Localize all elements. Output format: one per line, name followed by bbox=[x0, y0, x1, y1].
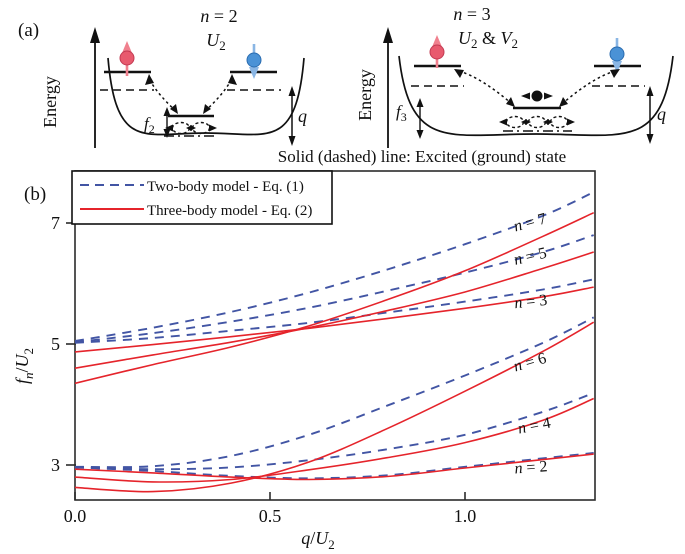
legend-label-two-body: Two-body model - Eq. (1) bbox=[147, 179, 304, 195]
arrowhead-icon bbox=[163, 129, 171, 138]
label-n2: n = 2 bbox=[514, 458, 548, 477]
arrowhead-icon bbox=[288, 86, 296, 96]
arrow-left-icon bbox=[186, 125, 192, 131]
arrowhead-icon bbox=[646, 86, 654, 96]
curve-n2-two-body bbox=[75, 451, 594, 480]
curves-layer bbox=[75, 191, 595, 493]
curve-annotations: n = 7 n = 5 n = 3 n = 6 n = 4 n = 2 bbox=[512, 210, 552, 477]
left-well-diagram: Energy n = 2 U2 bbox=[40, 6, 307, 148]
curve-n5-three-body bbox=[75, 251, 594, 369]
center-atom bbox=[521, 90, 553, 102]
arc-arrowhead-icon bbox=[559, 97, 568, 107]
arrow-left-icon bbox=[499, 118, 507, 126]
curve-n4-two-body bbox=[75, 392, 595, 471]
label-n6: n = 6 bbox=[512, 350, 548, 375]
energy-axis-arrowhead bbox=[90, 27, 100, 43]
f2-label: f2 bbox=[144, 114, 155, 136]
arc-arrowhead-icon bbox=[145, 74, 154, 85]
arrow-right-icon bbox=[544, 92, 553, 100]
label-n3: n = 3 bbox=[514, 292, 549, 312]
label-n4: n = 4 bbox=[517, 415, 553, 438]
arrow-left-icon bbox=[521, 119, 527, 125]
f3-label: f3 bbox=[396, 102, 407, 124]
curve-n5-two-body bbox=[75, 234, 595, 344]
label-n5: n = 5 bbox=[512, 245, 548, 269]
curve-n2-three-body bbox=[75, 453, 594, 481]
arrow-left-icon bbox=[165, 124, 173, 132]
excitation-arc-right bbox=[204, 78, 233, 112]
x-tick-label: 1.0 bbox=[454, 506, 477, 526]
panel-a-caption: Solid (dashed) line: Excited (ground) st… bbox=[278, 147, 566, 166]
left-well-interaction-label: U2 bbox=[206, 30, 226, 53]
excitation-arc-left bbox=[148, 78, 177, 112]
right-well-title: n = 3 bbox=[453, 4, 490, 24]
q-label: q bbox=[298, 106, 307, 126]
curve-n3-three-body bbox=[75, 286, 594, 353]
arrow-left-icon bbox=[521, 92, 530, 100]
x-tick-label: 0.0 bbox=[64, 506, 87, 526]
excitation-arc-left bbox=[458, 70, 513, 105]
delocalized-atom bbox=[549, 115, 569, 129]
spin-up-arrow-icon bbox=[122, 41, 132, 53]
legend-label-three-body: Three-body model - Eq. (2) bbox=[147, 203, 312, 219]
y-tick-label: 7 bbox=[51, 213, 60, 233]
arrow-right-icon bbox=[209, 124, 217, 132]
spin-down-atom bbox=[609, 38, 625, 73]
x-axis: 0.0 0.5 1.0 q/U2 bbox=[64, 492, 477, 552]
arrow-left-icon bbox=[543, 119, 549, 125]
arrowhead-icon bbox=[163, 107, 171, 116]
curve-n7-three-body bbox=[75, 211, 595, 385]
spin-down-arrow-icon bbox=[612, 61, 622, 73]
panel-b-chart: (b) 3 5 7 fn/U2 0.0 0.5 1.0 q/U2 n = 7n … bbox=[12, 170, 596, 552]
arc-arrowhead-icon bbox=[203, 104, 211, 114]
spin-up-atom bbox=[429, 35, 445, 68]
arc-arrowhead-icon bbox=[610, 69, 620, 78]
spin-down-atom bbox=[246, 44, 262, 79]
curve-n3-two-body bbox=[75, 278, 594, 344]
potential-well-curve bbox=[398, 55, 674, 137]
right-well-diagram: Energy n = 3 U2 & V2 bbox=[355, 4, 674, 148]
x-axis-title: q/U2 bbox=[301, 528, 335, 552]
arrowhead-icon bbox=[646, 134, 654, 144]
curve-n4-three-body bbox=[75, 397, 595, 483]
arrowhead-icon bbox=[416, 130, 424, 139]
arrow-right-icon bbox=[567, 118, 575, 126]
panel-b-label: (b) bbox=[24, 184, 46, 205]
legend: Two-body model - Eq. (1) Three-body mode… bbox=[71, 170, 333, 225]
panel-a-label: (a) bbox=[18, 20, 39, 41]
q-label: q bbox=[657, 104, 666, 124]
label-n7: n = 7 bbox=[512, 210, 548, 235]
y-axis-title: fn/U2 bbox=[12, 348, 36, 384]
y-axis: 3 5 7 fn/U2 bbox=[12, 213, 76, 475]
x-tick-label: 0.5 bbox=[259, 506, 282, 526]
arrowhead-icon bbox=[416, 98, 424, 107]
legend-box bbox=[71, 170, 333, 225]
right-well-interaction-label: U2 & V2 bbox=[458, 28, 518, 51]
plot-frame bbox=[74, 170, 596, 501]
curve-n6-two-body bbox=[75, 316, 595, 469]
panel-a: (a) Energy n = 2 U2 bbox=[18, 4, 674, 166]
y-tick-label: 5 bbox=[51, 334, 60, 354]
arrowhead-icon bbox=[288, 136, 296, 146]
delocalized-atom bbox=[527, 115, 547, 129]
left-well-title: n = 2 bbox=[200, 6, 237, 26]
curve-n7-two-body bbox=[75, 191, 595, 342]
spin-up-arrow-icon bbox=[432, 35, 442, 47]
arc-arrowhead-icon bbox=[170, 104, 178, 114]
energy-axis-label: Energy bbox=[355, 69, 375, 121]
potential-well-curve bbox=[107, 57, 305, 136]
excitation-arc-right bbox=[561, 70, 616, 105]
spin-down-arrow-icon bbox=[249, 67, 259, 79]
arc-arrowhead-icon bbox=[506, 97, 515, 107]
energy-axis-label: Energy bbox=[40, 76, 60, 128]
arc-arrowhead-icon bbox=[228, 74, 237, 85]
spin-up-atom bbox=[119, 41, 135, 76]
curve-n6-three-body bbox=[75, 321, 595, 493]
delocalized-atom bbox=[505, 115, 525, 129]
arc-arrowhead-icon bbox=[454, 69, 464, 78]
y-tick-label: 3 bbox=[51, 455, 60, 475]
energy-axis-arrowhead bbox=[383, 27, 393, 43]
